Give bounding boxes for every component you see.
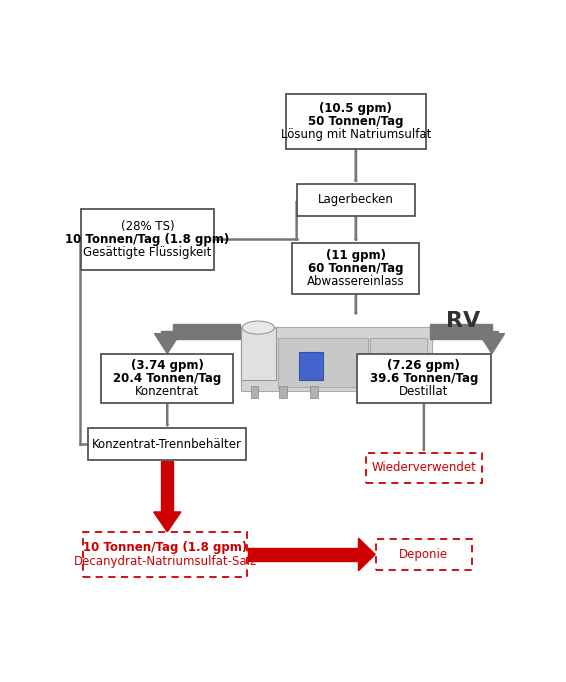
Text: Lösung mit Natriumsulfat: Lösung mit Natriumsulfat [281,128,431,141]
Text: 50 Tonnen/Tag: 50 Tonnen/Tag [308,115,404,128]
FancyBboxPatch shape [251,387,259,398]
FancyBboxPatch shape [376,539,472,569]
Polygon shape [479,333,504,353]
Text: Deponie: Deponie [399,548,448,561]
Text: Decanydrat-Natriumsulfat-Salz: Decanydrat-Natriumsulfat-Salz [74,554,257,567]
FancyBboxPatch shape [299,353,323,380]
FancyBboxPatch shape [310,387,318,398]
FancyBboxPatch shape [361,387,368,398]
Text: (10.5 gpm): (10.5 gpm) [319,102,392,115]
FancyBboxPatch shape [83,532,247,577]
Polygon shape [155,333,180,353]
Polygon shape [173,324,239,339]
Text: Destillat: Destillat [399,385,448,398]
Ellipse shape [242,321,275,334]
Polygon shape [430,324,492,339]
FancyBboxPatch shape [366,453,482,483]
Text: RV: RV [446,311,481,331]
FancyBboxPatch shape [279,387,287,398]
Text: Gesättigte Flüssigkeit: Gesättigte Flüssigkeit [83,246,212,259]
Text: 39.6 Tonnen/Tag: 39.6 Tonnen/Tag [370,372,478,385]
FancyBboxPatch shape [387,387,395,398]
Text: (3.74 gpm): (3.74 gpm) [131,359,204,372]
FancyBboxPatch shape [88,428,246,460]
FancyBboxPatch shape [286,93,426,149]
FancyBboxPatch shape [411,387,419,398]
Text: (28% TS): (28% TS) [121,220,174,233]
Text: Lagerbecken: Lagerbecken [318,194,394,207]
FancyBboxPatch shape [357,353,491,404]
FancyBboxPatch shape [80,209,215,269]
Text: Abwassereinlass: Abwassereinlass [307,275,405,288]
Text: 60 Tonnen/Tag: 60 Tonnen/Tag [308,262,404,275]
Text: Konzentrat: Konzentrat [135,385,199,398]
FancyBboxPatch shape [278,338,368,387]
Text: Wiederverwendet: Wiederverwendet [371,461,477,474]
FancyBboxPatch shape [101,353,233,404]
Text: 10 Tonnen/Tag (1.8 gpm): 10 Tonnen/Tag (1.8 gpm) [83,542,247,554]
Polygon shape [358,538,375,571]
Text: 20.4 Tonnen/Tag: 20.4 Tonnen/Tag [113,372,221,385]
FancyBboxPatch shape [241,327,276,380]
Polygon shape [248,548,358,561]
Text: Konzentrat-Trennbehälter: Konzentrat-Trennbehälter [92,438,242,451]
Text: 10 Tonnen/Tag (1.8 gpm): 10 Tonnen/Tag (1.8 gpm) [66,233,230,246]
FancyBboxPatch shape [370,338,427,387]
Polygon shape [161,461,173,512]
FancyBboxPatch shape [241,327,432,391]
Text: (7.26 gpm): (7.26 gpm) [387,359,460,372]
FancyBboxPatch shape [292,243,419,294]
FancyBboxPatch shape [297,183,415,216]
Text: (11 gpm): (11 gpm) [326,249,386,262]
Polygon shape [161,331,173,333]
Polygon shape [153,512,181,532]
Polygon shape [486,331,498,333]
